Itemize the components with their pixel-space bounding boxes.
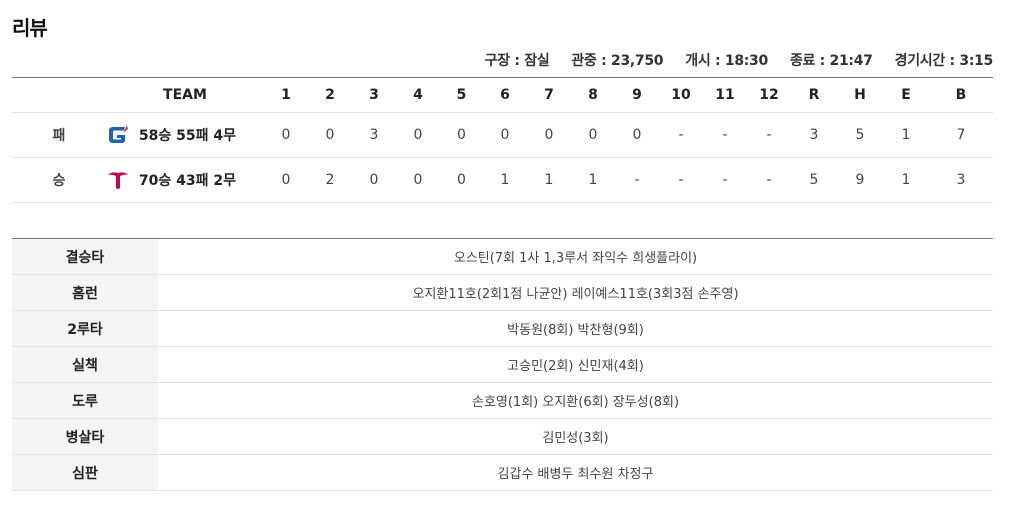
review-value: 고승민(2회) 신민재(4회): [507, 359, 644, 374]
inning-score: 0: [457, 127, 466, 143]
review-value: 오지환11호(2회1점 나균안) 레이예스11호(3회3점 손주영): [412, 287, 739, 302]
review-label: 2루타: [12, 310, 158, 347]
game-info-bar: 구장 : 잠실 관중 : 23,750 개시 : 18:30 종료 : 21:4…: [484, 50, 994, 70]
duration-info: 경기시간 : 3:15: [894, 53, 994, 69]
walks-total: 7: [956, 127, 966, 143]
stadium-info: 구장 : 잠실: [484, 53, 550, 69]
inning-1-header: 1: [281, 87, 291, 103]
walks-total: 3: [956, 172, 966, 188]
inning-score: 0: [457, 172, 466, 188]
team-header: TEAM: [163, 87, 207, 103]
inning-score: 0: [632, 127, 642, 143]
result-badge: 승: [52, 173, 66, 189]
runs-total: 5: [809, 172, 819, 188]
runs-header: R: [808, 87, 820, 103]
end-time-info: 종료 : 21:47: [789, 53, 873, 69]
inning-score: 1: [544, 172, 554, 188]
hits-header: H: [854, 87, 866, 103]
inning-score: 0: [281, 127, 291, 143]
inning-score: -: [766, 127, 772, 143]
errors-total: 1: [901, 172, 911, 188]
review-label: 홈런: [12, 274, 158, 311]
page-title: 리뷰: [12, 16, 48, 40]
result-header: [12, 78, 106, 113]
review-value: 오스틴(7회 1사 1,3루서 좌익수 희생플라이): [453, 251, 698, 266]
inning-6-header: 6: [500, 87, 510, 103]
review-row-error: 실책 고승민(2회) 신민재(4회): [12, 346, 993, 383]
inning-9-header: 9: [632, 87, 642, 103]
twins-t-logo-icon: [108, 172, 128, 189]
team-record: 70승 43패 2무: [138, 173, 236, 189]
inning-score: 2: [325, 172, 335, 188]
scoreboard-header-row: TEAM 1 2 3 4 5 6 7 8 9 10 11 12 R H E B: [12, 77, 993, 113]
review-row-stolen-base: 도루 손호영(1회) 오지환(6회) 장두성(8회): [12, 382, 993, 419]
errors-total: 1: [901, 127, 911, 143]
review-label: 심판: [12, 454, 158, 491]
review-label: 병살타: [12, 418, 158, 455]
inning-8-header: 8: [588, 87, 598, 103]
inning-11-header: 11: [715, 87, 735, 103]
hits-total: 9: [855, 172, 865, 188]
inning-score: -: [678, 172, 684, 188]
review-row-home-run: 홈런 오지환11호(2회1점 나균안) 레이예스11호(3회3점 손주영): [12, 274, 993, 311]
home-team-row: 승 70승 43패 2무 0 2 0 0 0 1 1 1 - - - - 5 9…: [12, 158, 993, 203]
inning-score: -: [722, 127, 728, 143]
review-row-umpires: 심판 김갑수 배병두 최수원 차정구: [12, 454, 993, 491]
review-label: 실책: [12, 346, 158, 383]
inning-score: 0: [588, 127, 598, 143]
result-badge: 패: [52, 128, 66, 144]
inning-score: 0: [413, 172, 423, 188]
review-row-double-play: 병살타 김민성(3회): [12, 418, 993, 455]
inning-2-header: 2: [325, 87, 335, 103]
away-team-row: 패 58승 55패 4무 0 0 3 0 0 0 0 0 0 - - - 3 5…: [12, 113, 993, 158]
review-row-double: 2루타 박동원(8회) 박찬형(9회): [12, 310, 993, 347]
attendance-info: 관중 : 23,750: [571, 53, 664, 69]
errors-header: E: [901, 87, 911, 103]
inning-score: 0: [281, 172, 291, 188]
inning-score: 1: [500, 172, 510, 188]
review-value: 박동원(8회) 박찬형(9회): [507, 323, 644, 338]
inning-score: 1: [588, 172, 598, 188]
inning-score: -: [722, 172, 728, 188]
review-value: 김갑수 배병두 최수원 차정구: [497, 467, 654, 482]
inning-score: 0: [369, 172, 379, 188]
inning-score: -: [766, 172, 772, 188]
start-time-info: 개시 : 18:30: [685, 53, 768, 69]
team-cell: 70승 43패 2무: [106, 158, 264, 203]
inning-score: -: [678, 127, 684, 143]
review-row-winning-hit: 결승타 오스틴(7회 1사 1,3루서 좌익수 희생플라이): [12, 238, 993, 275]
review-label: 도루: [12, 382, 158, 419]
inning-score: -: [634, 172, 640, 188]
inning-score: 3: [369, 127, 379, 143]
scoreboard-table: TEAM 1 2 3 4 5 6 7 8 9 10 11 12 R H E B …: [12, 77, 993, 203]
inning-score: 0: [413, 127, 423, 143]
team-cell: 58승 55패 4무: [106, 113, 264, 158]
inning-4-header: 4: [413, 87, 423, 103]
inning-score: 0: [325, 127, 335, 143]
inning-3-header: 3: [369, 87, 379, 103]
hits-total: 5: [855, 127, 865, 143]
inning-score: 0: [500, 127, 510, 143]
inning-12-header: 12: [759, 87, 779, 103]
inning-10-header: 10: [671, 87, 691, 103]
review-table: 결승타 오스틴(7회 1사 1,3루서 좌익수 희생플라이) 홈런 오지환11호…: [12, 238, 993, 491]
runs-total: 3: [809, 127, 819, 143]
review-value: 손호영(1회) 오지환(6회) 장두성(8회): [471, 395, 680, 410]
inning-5-header: 5: [456, 87, 467, 103]
inning-7-header: 7: [544, 87, 554, 103]
walks-header: B: [955, 87, 967, 103]
inning-score: 0: [544, 127, 554, 143]
giants-g-logo-icon: [109, 125, 128, 143]
team-record: 58승 55패 4무: [138, 128, 236, 144]
review-label: 결승타: [12, 238, 158, 275]
review-value: 김민성(3회): [542, 431, 609, 446]
